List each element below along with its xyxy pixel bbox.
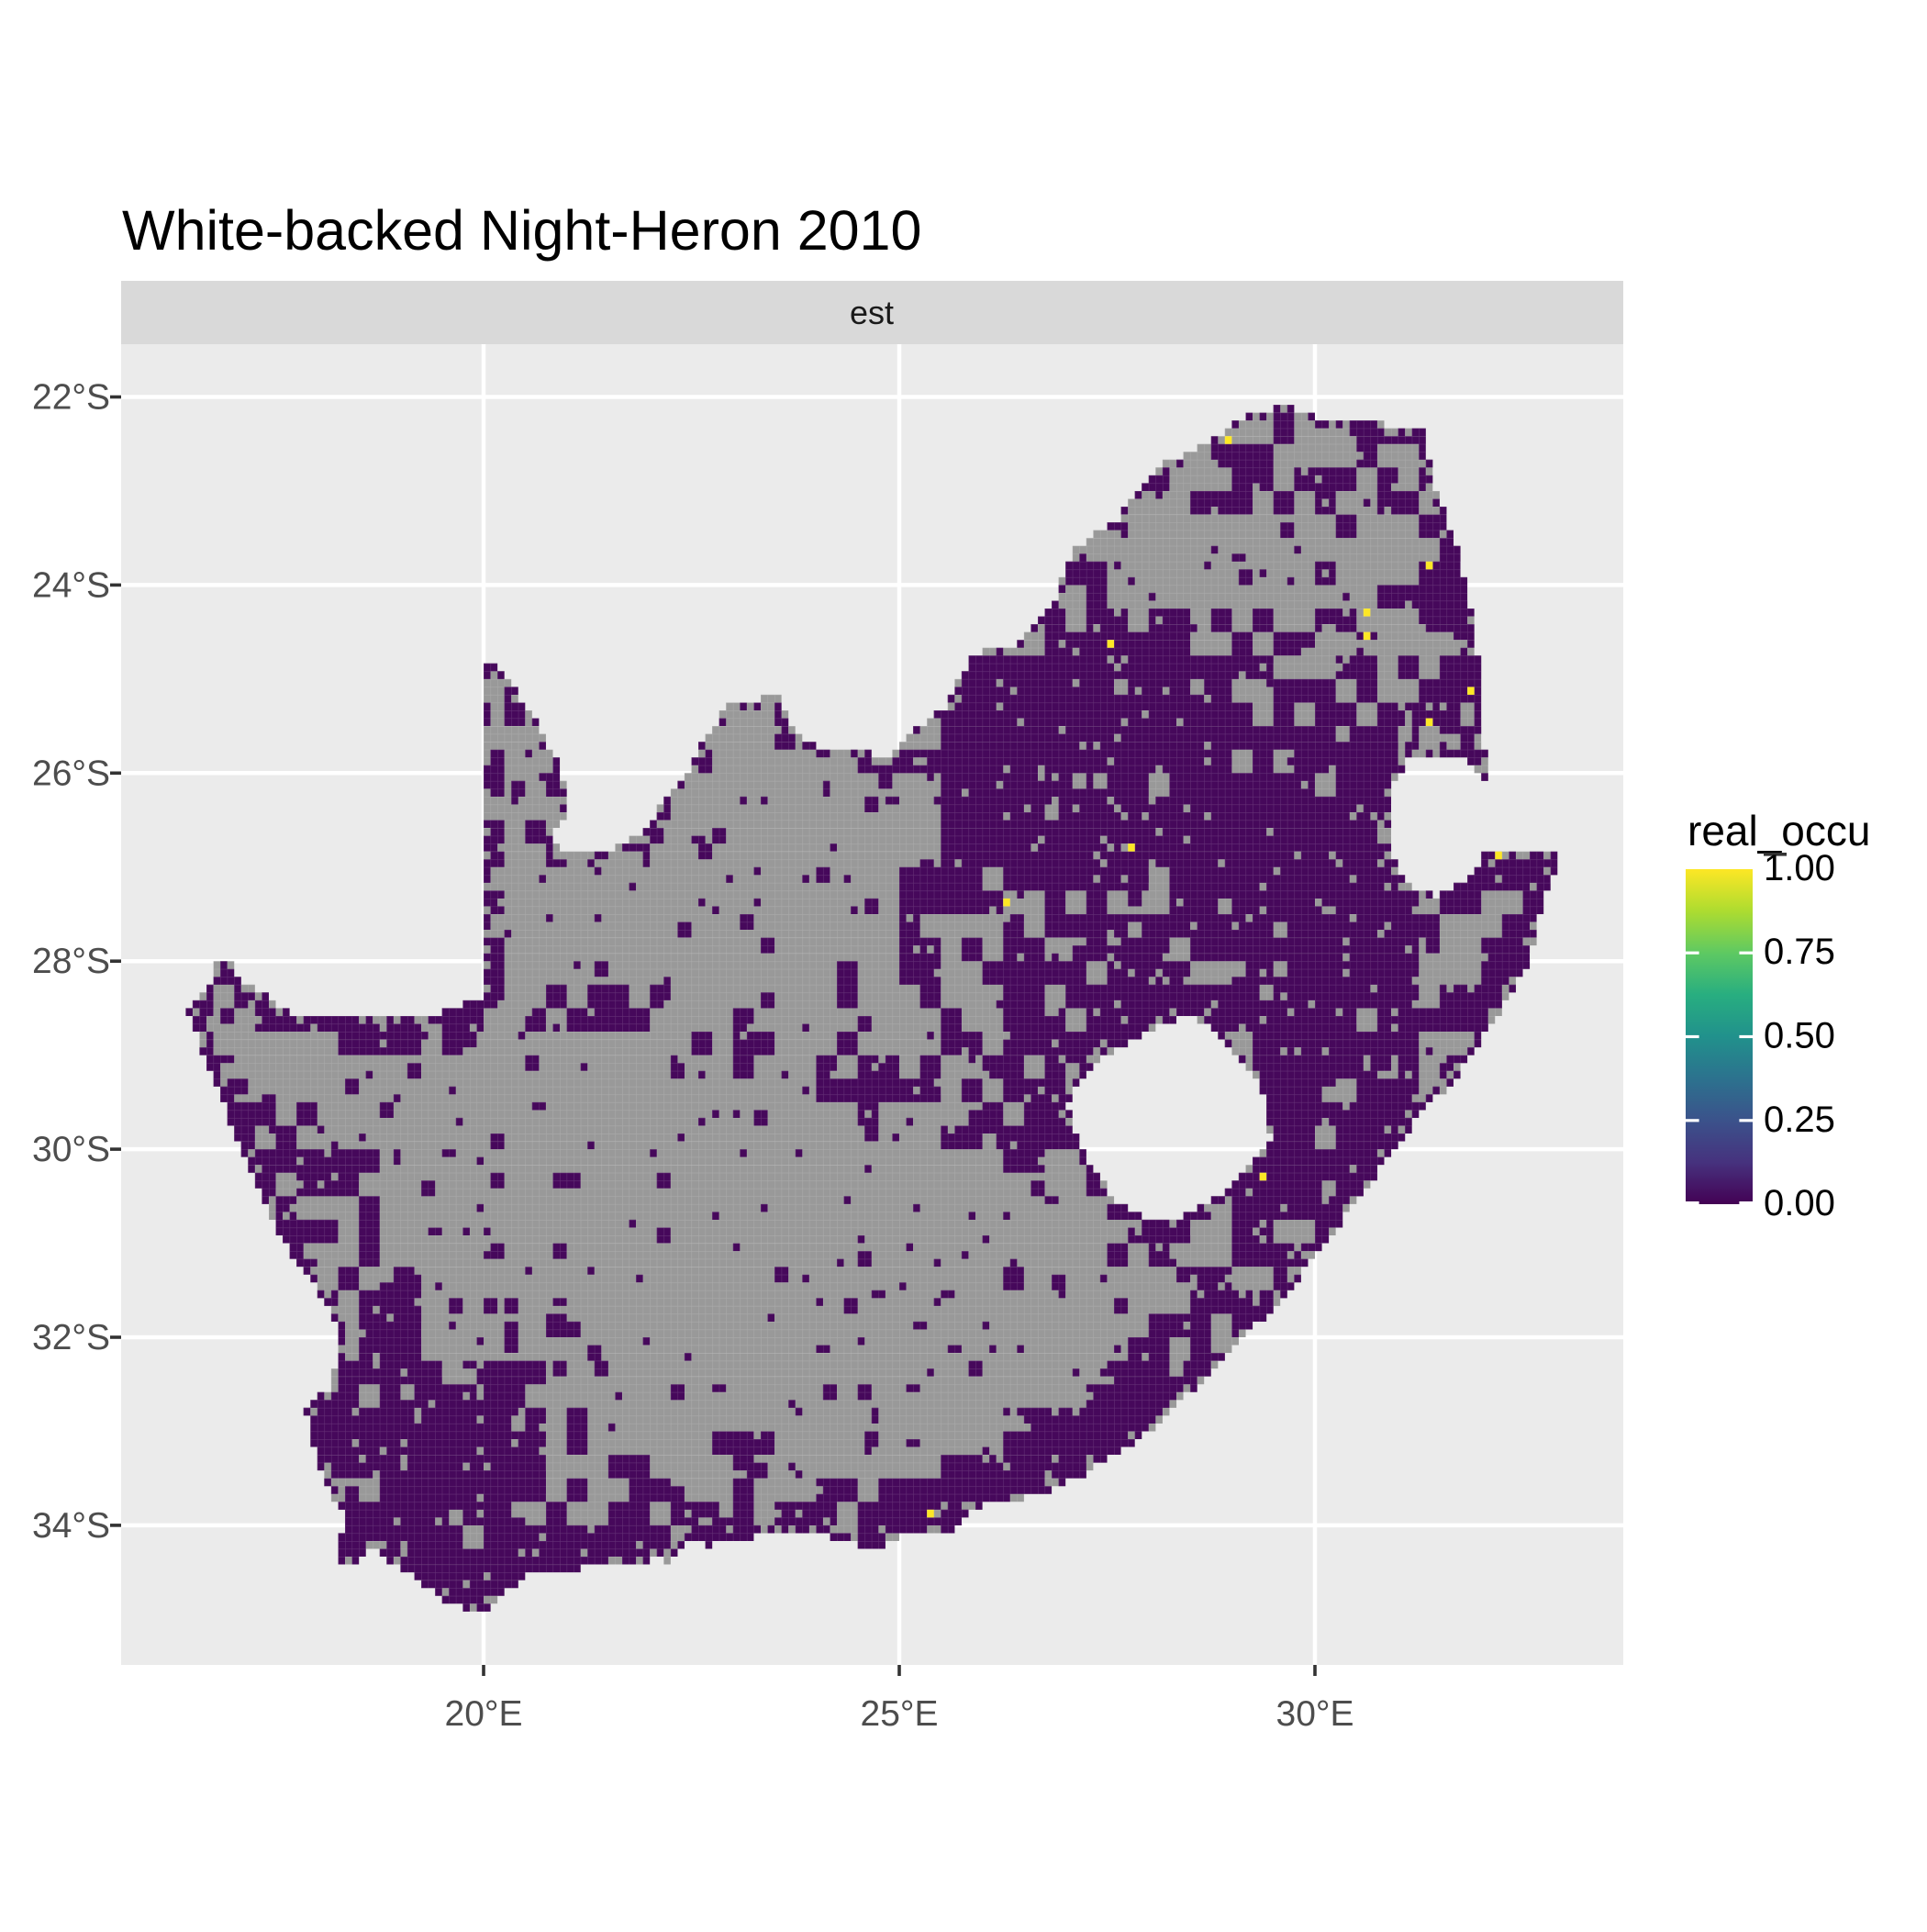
svg-text:25°E: 25°E [861,1694,939,1734]
svg-text:est: est [850,294,894,331]
svg-text:26°S: 26°S [32,754,110,793]
svg-text:1.00: 1.00 [1764,848,1835,888]
svg-text:0.50: 0.50 [1764,1016,1835,1056]
svg-text:32°S: 32°S [32,1318,110,1357]
svg-text:28°S: 28°S [32,942,110,981]
svg-text:22°S: 22°S [32,378,110,418]
svg-text:34°S: 34°S [32,1506,110,1546]
svg-text:0.75: 0.75 [1764,932,1835,972]
svg-text:0.00: 0.00 [1764,1183,1835,1223]
svg-text:30°S: 30°S [32,1130,110,1169]
svg-text:White-backed Night-Heron 2010: White-backed Night-Heron 2010 [122,199,921,262]
svg-text:24°S: 24°S [32,565,110,605]
svg-text:30°E: 30°E [1276,1694,1354,1734]
svg-text:0.25: 0.25 [1764,1100,1835,1140]
svg-text:20°E: 20°E [445,1694,523,1734]
svg-text:real_occu: real_occu [1688,807,1870,854]
